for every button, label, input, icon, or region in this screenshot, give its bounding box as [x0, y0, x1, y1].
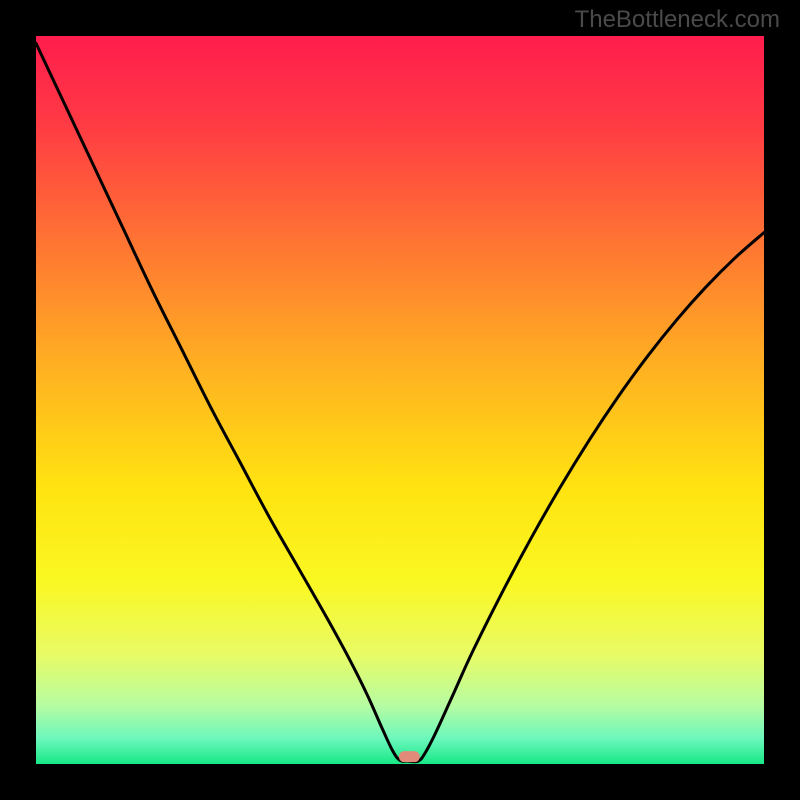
plot-area — [36, 36, 764, 764]
optimal-marker — [399, 751, 419, 763]
bottleneck-curve — [36, 36, 764, 764]
watermark: TheBottleneck.com — [575, 6, 780, 34]
